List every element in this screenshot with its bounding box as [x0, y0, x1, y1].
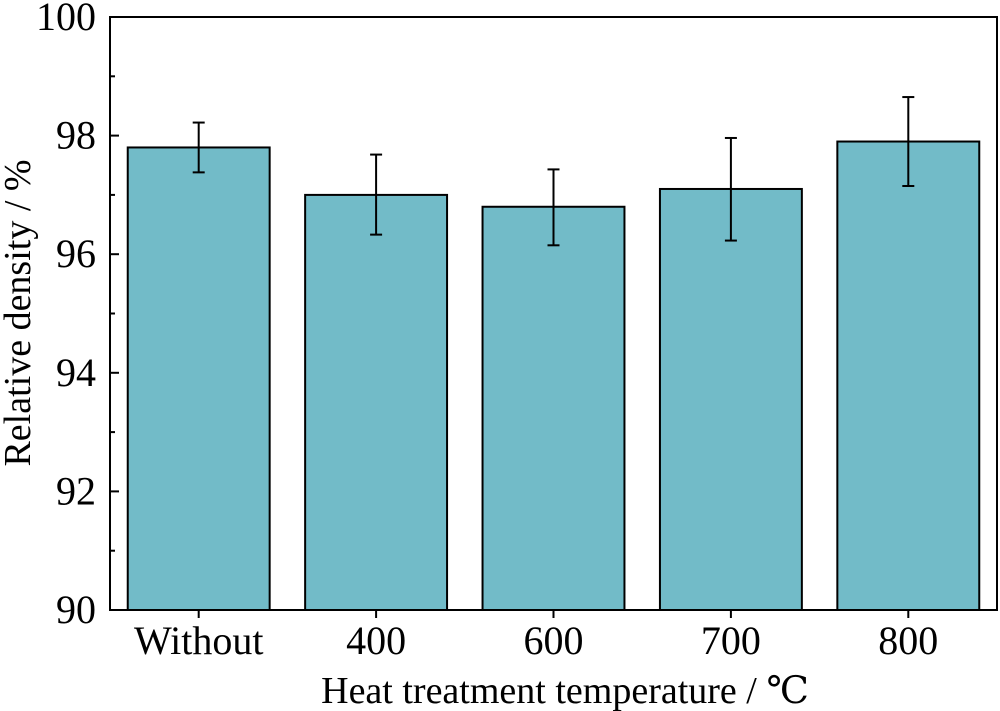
bar-800	[836, 140, 981, 611]
x-tick-label-800: 800	[878, 618, 938, 663]
bar-400	[304, 193, 449, 611]
y-tick-label-96: 96	[56, 231, 96, 276]
y-tick-label-92: 92	[56, 468, 96, 513]
y-tick-label-90: 90	[56, 587, 96, 632]
bar-600	[481, 205, 626, 611]
error-bar-700	[724, 136, 737, 242]
x-axis-title: Heat treatment temperature / ℃	[321, 670, 809, 711]
x-tick-label-600: 600	[524, 618, 584, 663]
x-tick-label-400: 400	[346, 618, 406, 663]
x-tick-label-700: 700	[701, 618, 761, 663]
x-axis-ticks: Without 400 600 700 800	[134, 610, 938, 663]
y-axis-ticks: 90 92 94 96 98 100	[36, 0, 119, 632]
y-tick-label-98: 98	[56, 113, 96, 158]
y-tick-label-100: 100	[36, 0, 96, 39]
bar-Without	[126, 146, 271, 612]
error-bar-800	[902, 96, 915, 188]
error-bar-Without	[192, 121, 205, 174]
error-bar-600	[547, 168, 560, 247]
error-bar-400	[370, 153, 383, 236]
bar-700	[658, 187, 803, 611]
errorbars-layer	[192, 96, 915, 247]
y-tick-label-94: 94	[56, 350, 96, 395]
x-tick-label-Without: Without	[134, 618, 264, 663]
y-axis-title: Relative density / %	[0, 159, 39, 466]
